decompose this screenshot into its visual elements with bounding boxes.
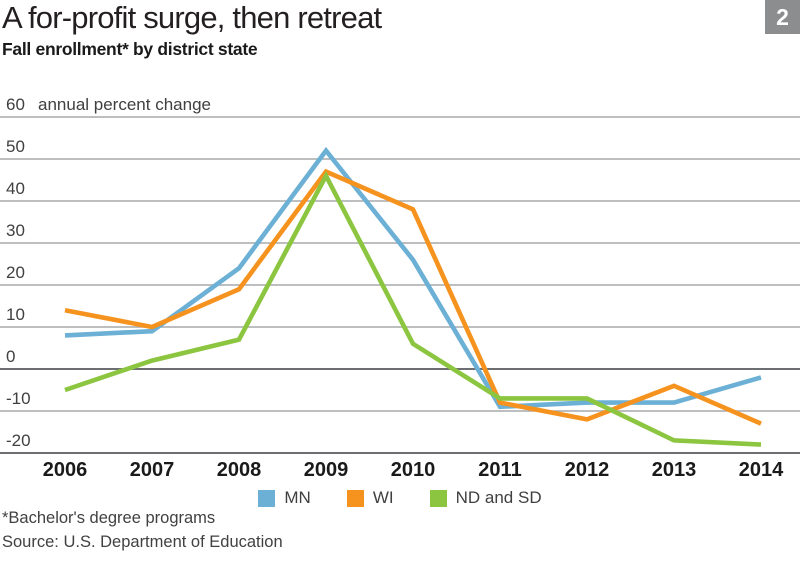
x-tick-label-2010: 2010	[390, 459, 436, 481]
footnote-asterisk: *Bachelor's degree programs	[2, 509, 216, 527]
legend-item-wi: WI	[346, 488, 394, 508]
legend-label-nd-and-sd: ND and SD	[455, 488, 542, 507]
x-tick-label-2013: 2013	[651, 459, 697, 481]
series-line-mn	[64, 146, 762, 410]
legend-swatch-mn	[258, 489, 276, 507]
y-tick-label-30: 30	[6, 221, 25, 240]
y-tick-label--10: -10	[6, 389, 31, 408]
y-tick-label-40: 40	[6, 179, 25, 198]
legend-swatch-nd-and-sd	[429, 489, 447, 507]
legend-label-wi: WI	[372, 488, 394, 507]
y-tick-label-10: 10	[6, 305, 25, 324]
y-tick-label-60: 60	[6, 95, 25, 114]
figure-number-badge: 2	[765, 0, 800, 34]
legend-label-mn: MN	[284, 488, 311, 507]
legend-swatch-wi	[346, 489, 364, 507]
x-tick-label-2008: 2008	[216, 459, 262, 481]
y-tick-label-50: 50	[6, 137, 25, 156]
chart-legend: MN WI ND and SD	[0, 488, 800, 508]
y-tick-label-20: 20	[6, 263, 25, 282]
y-axis-unit-label: annual percent change	[38, 95, 211, 114]
y-tick-label-0: 0	[6, 347, 16, 366]
x-tick-label-2009: 2009	[303, 459, 349, 481]
source-line: Source: U.S. Department of Education	[2, 533, 283, 551]
x-tick-label-2014: 2014	[738, 459, 784, 481]
y-tick-label--20: -20	[6, 431, 31, 450]
legend-item-mn: MN	[258, 488, 311, 508]
x-tick-label-2007: 2007	[129, 459, 175, 481]
chart-subtitle: Fall enrollment* by district state	[2, 39, 258, 59]
x-tick-label-2006: 2006	[42, 459, 88, 481]
chart-title: A for-profit surge, then retreat	[2, 0, 382, 35]
x-tick-label-2012: 2012	[564, 459, 610, 481]
x-tick-label-2011: 2011	[478, 459, 522, 481]
series-line-nd-and-sd	[64, 170, 762, 447]
legend-item-nd-and-sd: ND and SD	[429, 488, 542, 508]
series-line-wi	[64, 168, 762, 426]
